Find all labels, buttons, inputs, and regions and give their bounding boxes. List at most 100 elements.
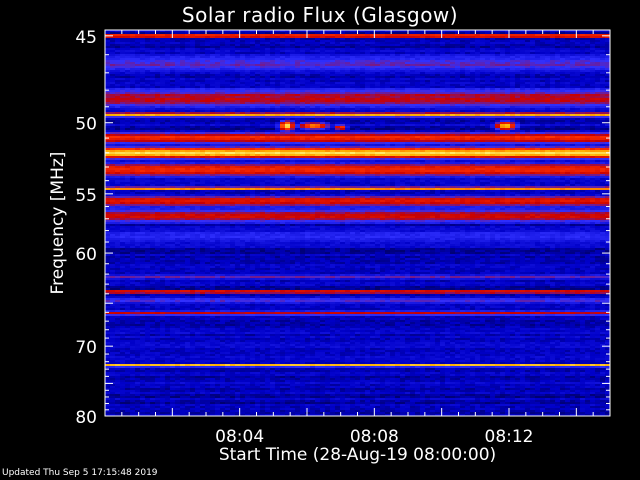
spectrogram-cell [235, 64, 241, 67]
spectrogram-cell [600, 74, 606, 77]
spectrogram-cell [405, 70, 411, 73]
spectrogram-cell [580, 34, 586, 37]
spectrogram-cell [195, 38, 201, 41]
spectrogram-cell [335, 72, 341, 75]
spectrogram-cell [375, 30, 381, 33]
spectrogram-cell [550, 74, 556, 77]
spectrogram-cell [475, 56, 481, 59]
spectrogram-cell [435, 58, 441, 61]
spectrogram-cell [595, 36, 601, 39]
spectrogram-cell [415, 72, 421, 75]
spectrogram-cell [175, 64, 181, 67]
spectrogram-cell [345, 70, 351, 73]
spectrogram-cell [520, 32, 526, 35]
spectrogram-cell [255, 36, 261, 39]
spectrogram-cell [370, 50, 376, 53]
spectrogram-cell [115, 34, 121, 37]
spectrogram-cell [500, 44, 506, 47]
spectrogram-cell [465, 40, 471, 43]
spectrogram-cell [130, 42, 136, 45]
spectrogram-cell [175, 44, 181, 47]
spectrogram-cell [230, 62, 236, 65]
spectrogram-cell [605, 34, 611, 37]
spectrogram-cell [405, 56, 411, 59]
spectrogram-cell [315, 34, 321, 37]
spectrogram-cell [255, 42, 261, 45]
spectrogram-cell [495, 58, 501, 61]
spectrogram-cell [240, 62, 246, 65]
spectrogram-cell [490, 74, 496, 77]
spectrogram-cell [245, 36, 251, 39]
spectrogram-cell [155, 56, 161, 59]
spectrogram-cell [485, 42, 491, 45]
spectrogram-cell [330, 44, 336, 47]
spectrogram-cell [230, 34, 236, 37]
spectrogram-cell [150, 74, 156, 77]
spectrogram-cell [160, 36, 166, 39]
spectrogram-cell [295, 56, 301, 59]
spectrogram-cell [190, 48, 196, 51]
spectrogram-cell [365, 66, 371, 69]
spectrogram-cell [325, 34, 331, 37]
spectrogram-cell [395, 44, 401, 47]
spectrogram-cell [230, 58, 236, 61]
spectrogram-cell [170, 72, 176, 75]
spectrogram-cell [215, 66, 221, 69]
spectrogram-cell [220, 72, 226, 75]
spectrogram-cell [535, 70, 541, 73]
spectrogram-cell [350, 52, 356, 55]
spectrogram-cell [460, 50, 466, 53]
spectrogram-cell [150, 68, 156, 71]
spectrogram-cell [565, 32, 571, 35]
spectrogram-cell [495, 34, 501, 37]
spectrogram-cell [115, 72, 121, 75]
spectrogram-cell [455, 62, 461, 65]
spectrogram-cell [260, 30, 266, 33]
spectrogram-cell [455, 44, 461, 47]
spectrogram-cell [340, 42, 346, 45]
spectrogram-cell [555, 54, 561, 57]
spectrogram-cell [325, 32, 331, 35]
spectrogram-cell [580, 38, 586, 41]
spectrogram-cell [450, 50, 456, 53]
spectrogram-cell [465, 50, 471, 53]
spectrogram-cell [125, 70, 131, 73]
spectrogram-cell [120, 52, 126, 55]
spectrogram-cell [315, 52, 321, 55]
spectrogram-cell [425, 38, 431, 41]
spectrogram-cell [180, 64, 186, 67]
spectrogram-cell [500, 58, 506, 61]
spectrogram-cell [590, 58, 596, 61]
spectrogram-cell [410, 34, 416, 37]
spectrogram-cell [125, 64, 131, 67]
spectrogram-cell [515, 48, 521, 51]
spectrogram-cell [515, 46, 521, 49]
spectrogram-cell [110, 46, 116, 49]
spectrogram-cell [195, 56, 201, 59]
spectrogram-cell [500, 46, 506, 49]
spectrogram-cell [280, 34, 286, 37]
spectrogram-cell [495, 30, 501, 33]
spectrogram-cell [180, 46, 186, 49]
spectrogram-cell [320, 64, 326, 67]
spectrogram-cell [490, 34, 496, 37]
spectrogram-cell [110, 44, 116, 47]
spectrogram-cell [480, 36, 486, 39]
spectrogram-cell [505, 38, 511, 41]
spectrogram-cell [350, 34, 356, 37]
spectrogram-cell [210, 60, 216, 63]
spectrogram-cell [515, 70, 521, 73]
spectrogram-cell [280, 50, 286, 53]
spectrogram-cell [355, 40, 361, 43]
spectrogram-cell [345, 74, 351, 77]
spectrogram-cell [270, 54, 276, 57]
spectrogram-cell [560, 72, 566, 75]
spectrogram-cell [585, 64, 591, 67]
spectrogram-cell [400, 36, 406, 39]
spectrogram-cell [440, 64, 446, 67]
spectrogram-cell [490, 72, 496, 75]
spectrogram-cell [245, 60, 251, 63]
spectrogram-cell [240, 40, 246, 43]
spectrogram-cell [535, 48, 541, 51]
spectrogram-cell [445, 56, 451, 59]
